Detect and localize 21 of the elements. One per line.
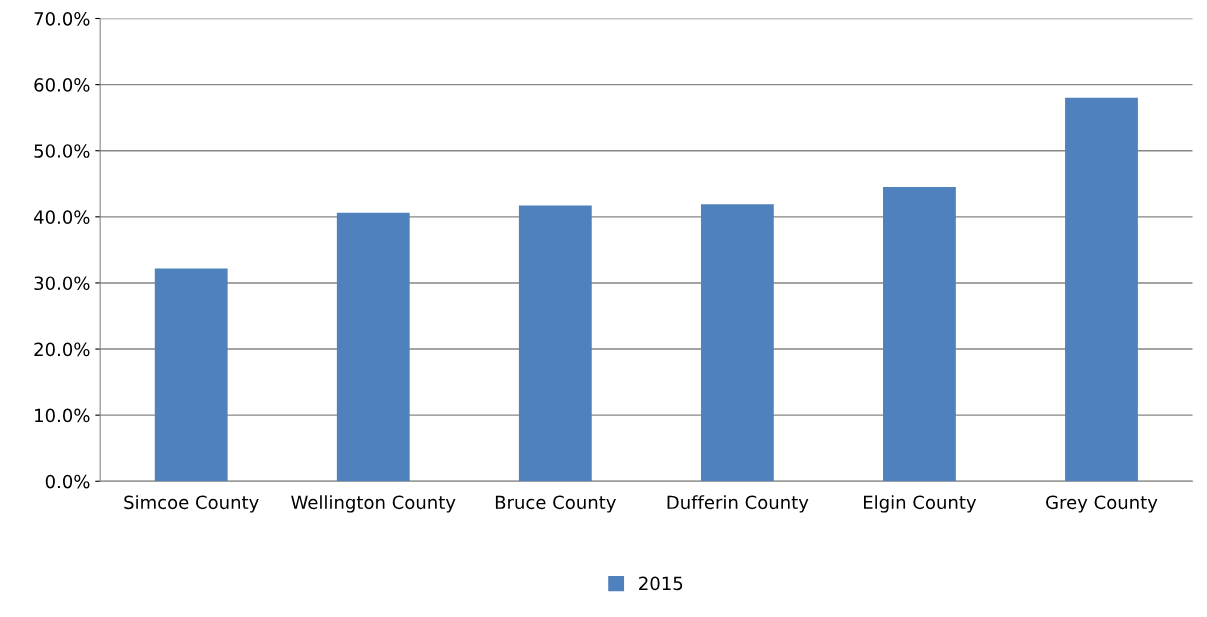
y-tick-label: 50.0% xyxy=(34,144,90,158)
bar xyxy=(700,204,774,482)
y-tick-label: 0.0% xyxy=(45,474,90,489)
x-tick-label: Wellington County xyxy=(291,495,456,513)
bar xyxy=(1065,97,1138,482)
y-tick-label: 30.0% xyxy=(34,276,90,291)
x-tick-label: Grey County xyxy=(1046,495,1158,513)
y-tick-label: 70.0% xyxy=(34,11,90,26)
y-tick-label: 10.0% xyxy=(35,408,90,423)
bar xyxy=(336,212,410,482)
bar xyxy=(883,187,956,482)
legend-label: 2015 xyxy=(639,576,683,591)
x-tick-label: Elgin County xyxy=(864,495,977,513)
y-tick-label: 60.0% xyxy=(34,78,90,92)
bar xyxy=(518,205,592,482)
x-tick-label: Simcoe County xyxy=(124,495,259,513)
y-tick-label: 40.0% xyxy=(33,210,90,224)
x-tick-label: Bruce County xyxy=(495,495,616,513)
y-tick-label: 20.0% xyxy=(34,342,90,357)
bar xyxy=(154,268,228,482)
x-tick-label: Dufferin County xyxy=(667,495,809,513)
